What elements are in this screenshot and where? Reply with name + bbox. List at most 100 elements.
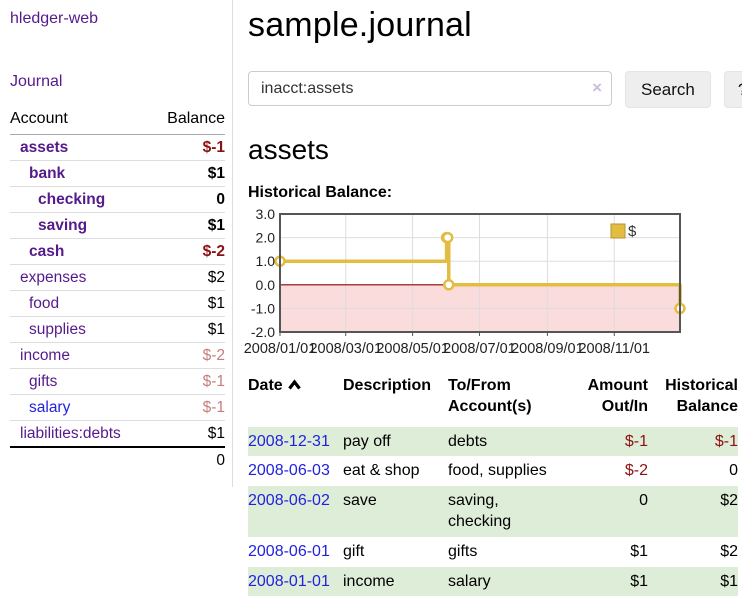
svg-text:2008/01/01: 2008/01/01 [244,341,317,357]
clear-search-icon[interactable]: × [592,78,602,97]
accounts-balance-table: Account Balance assets $-1 bank $1 checking 0… [10,107,225,473]
transaction-amount: $1 [630,572,648,590]
svg-text:2008/05/01: 2008/05/01 [376,341,449,357]
account-balance: $1 [151,290,225,317]
transaction-date-link[interactable]: 2008-06-03 [248,462,330,480]
transaction-accounts: debts [448,432,488,450]
sidebar-account-salary[interactable]: salary [29,399,71,416]
transaction-accounts: salary [448,572,491,590]
svg-text:1.0: 1.0 [256,253,276,269]
svg-text:2.0: 2.0 [256,230,276,246]
transaction-amount: $-1 [624,432,648,450]
register-header-to-from: To/From Account(s) [448,377,532,415]
transaction-row: 2008-06-03 eat & shop food, supplies $-2 0 [248,456,738,486]
account-balance: $-1 [151,134,225,161]
svg-text:2008/03/01: 2008/03/01 [309,341,382,357]
transaction-description: eat & shop [343,462,420,480]
sidebar-account-supplies[interactable]: supplies [29,321,86,338]
transaction-description: gift [343,542,365,560]
register-header-row: Date Description To/From Account(s) Amount Ou… [248,376,738,427]
accounts-total-value: 0 [151,446,225,473]
transaction-balance: 0 [729,462,738,480]
transaction-date-link[interactable]: 2008-12-31 [248,432,330,450]
historical-balance-chart: $3.0 2.0 1.0 0.0 -1.0 -2.0 2008/01/01 2008/03/0… [244,206,728,360]
sidebar-account-gifts[interactable]: gifts [29,373,58,390]
sidebar-account-expenses[interactable]: expenses [20,269,87,286]
sidebar-account-bank[interactable]: bank [29,165,66,182]
account-balance: $-1 [151,368,225,395]
sidebar-account-liabilities-debts[interactable]: liabilities:debts [20,425,121,442]
sidebar-account-checking[interactable]: checking [38,191,106,208]
svg-text:2008/11/01: 2008/11/01 [578,341,650,357]
page-title: sample.journal [248,6,472,44]
account-row: income $-2 [10,342,225,369]
legend-label: $ [628,223,637,240]
sidebar-account-saving[interactable]: saving [38,217,88,234]
transaction-date-link[interactable]: 2008-06-02 [248,491,330,509]
sidebar-item-journal[interactable]: Journal [10,73,63,90]
account-row: bank $1 [10,160,225,187]
accounts-header-row: Account Balance [10,107,225,135]
transaction-date-link[interactable]: 2008-06-01 [248,542,330,560]
transaction-row: 2008-06-01 gift gifts $1 $2 [248,537,738,567]
account-balance: 0 [151,186,225,213]
sidebar-account-assets[interactable]: assets [20,139,69,156]
search-input[interactable] [248,71,612,106]
sidebar-account-income[interactable]: income [20,347,70,364]
sidebar: hledger-web Journal Account Balance asse… [0,0,233,487]
main-content: sample.journal × Search ? assets Histori… [233,0,742,616]
account-row: cash $-2 [10,238,225,265]
chart-title: Historical Balance: [248,184,393,201]
transaction-row: 2008-12-31 pay off debts $-1 $-1 [248,426,738,457]
svg-text:-1.0: -1.0 [251,300,275,316]
account-row: food $1 [10,290,225,317]
account-balance: $1 [151,420,225,448]
account-row: saving $1 [10,212,225,239]
transaction-accounts: saving, checking [448,491,512,531]
register-table: Date Description To/From Account(s) Amount Ou… [248,376,738,597]
register-header-historical: Historical Balance [665,377,738,415]
account-heading: assets [248,134,329,165]
search-field-wrap: × [248,71,612,108]
svg-text:3.0: 3.0 [256,206,276,222]
account-row: supplies $1 [10,316,225,343]
transaction-amount: 0 [639,491,648,509]
transaction-balance: $-1 [714,432,738,450]
account-balance: $1 [151,316,225,343]
search-row: × Search ? [248,71,742,108]
account-balance: $-2 [151,238,225,265]
account-row: gifts $-1 [10,368,225,395]
register-header-amount: Amount Out/In [587,377,648,415]
transaction-description: pay off [343,432,391,450]
register-header-description: Description [343,377,432,394]
transaction-balance: $1 [720,572,738,590]
account-row: salary $-1 [10,394,225,421]
transaction-balance: $2 [720,491,738,509]
accounts-total-row: 0 [10,446,225,473]
help-button[interactable]: ? [723,71,742,108]
svg-text:2008/07/01: 2008/07/01 [443,341,516,357]
chart-svg: $3.0 2.0 1.0 0.0 -1.0 -2.02008/01/012008/03/0… [244,206,686,357]
transaction-description: income [343,572,395,590]
register-header-date[interactable]: Date [248,376,343,427]
transaction-date-link[interactable]: 2008-01-01 [248,572,330,590]
account-row: assets $-1 [10,134,225,161]
account-balance: $2 [151,264,225,291]
transaction-balance: $2 [720,542,738,560]
sort-ascending-icon [287,379,301,390]
sidebar-account-cash[interactable]: cash [29,243,65,260]
transaction-amount: $1 [630,542,648,560]
account-balance: $1 [151,212,225,239]
accounts-column-header: Account [10,107,152,135]
transaction-accounts: food, supplies [448,462,547,480]
account-row: liabilities:debts $1 [10,420,225,448]
search-button[interactable]: Search [625,71,711,108]
legend-swatch [610,223,626,239]
account-balance: $-1 [151,394,225,421]
svg-text:0.0: 0.0 [256,277,276,293]
brand-link[interactable]: hledger-web [10,10,99,27]
sidebar-account-food[interactable]: food [29,295,60,312]
transaction-accounts: gifts [448,542,478,560]
account-balance: $1 [151,160,225,187]
account-row: checking 0 [10,186,225,213]
